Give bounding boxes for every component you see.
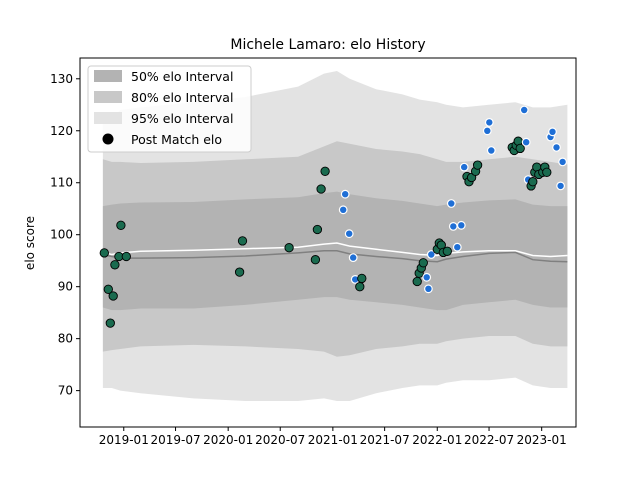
y-tick-label-5: 120 [50, 124, 73, 138]
post-match-point-36 [452, 242, 462, 252]
post-match-point-67 [558, 157, 567, 167]
x-tick-label-6: 2022-01 [412, 433, 462, 447]
x-tick-label-5: 2021-07 [360, 433, 410, 447]
y-tick-label-6: 130 [50, 72, 73, 86]
post-match-point-46 [486, 146, 496, 155]
post-match-point-53 [521, 137, 531, 147]
axes-frame [79, 57, 577, 428]
post-match-point-1 [103, 284, 113, 294]
post-match-point-62 [542, 167, 552, 177]
post-match-point-56 [528, 177, 538, 187]
post-match-point-43 [472, 160, 483, 170]
post-match-point-38 [459, 162, 469, 172]
post-match-point-10 [284, 243, 294, 253]
legend-label-80: 80% elo Interval [131, 90, 233, 105]
legend-label-95: 95% elo Interval [131, 111, 233, 126]
post-match-point-3 [108, 291, 118, 301]
lines-layer [102, 242, 568, 263]
post-match-point-35 [448, 221, 458, 231]
post-match-point-37 [456, 220, 466, 230]
legend-label-50: 50% elo Interval [131, 69, 233, 84]
y-tick-label-0: 70 [58, 384, 73, 398]
post-match-point-34 [446, 199, 456, 208]
post-match-point-15 [338, 205, 348, 215]
post-match-point-64 [548, 127, 557, 137]
x-tick-label-0: 2019-01 [99, 433, 149, 447]
post-match-point-21 [357, 273, 367, 284]
y-axis-label: elo score [23, 216, 37, 270]
legend-swatch-50 [94, 70, 122, 82]
y-tick-label-3: 100 [50, 228, 73, 242]
post-match-point-44 [482, 126, 492, 136]
median-elo-line [102, 250, 568, 263]
post-match-point-6 [116, 220, 126, 230]
legend-swatch-95 [94, 112, 122, 124]
legend-label-post-match: Post Match elo [131, 132, 222, 147]
legend: 50% elo Interval 80% elo Interval 95% el… [87, 65, 252, 153]
legend-marker-post-match [102, 133, 114, 145]
post-match-point-14 [320, 166, 330, 176]
post-match-point-13 [316, 184, 326, 194]
post-match-point-11 [310, 255, 321, 265]
post-match-point-16 [340, 189, 350, 199]
post-match-point-25 [418, 258, 428, 268]
x-tick-label-8: 2023-01 [517, 433, 567, 447]
bands-layer [102, 71, 568, 401]
post-match-point-7 [121, 251, 131, 262]
post-match-point-27 [424, 284, 433, 294]
y-tick-label-2: 90 [58, 280, 73, 294]
post-match-point-22 [412, 276, 422, 287]
mean-elo-line [102, 242, 568, 258]
post-match-point-8 [234, 267, 245, 277]
post-match-point-0 [99, 248, 109, 258]
post-match-point-65 [552, 142, 561, 152]
post-match-point-51 [515, 143, 525, 154]
chart-title: Michele Lamaro: elo History [230, 37, 425, 53]
x-tick-label-3: 2020-07 [255, 433, 305, 447]
post-match-point-26 [422, 272, 432, 282]
y-axis: 70 80 90 100 110 120 130 [50, 72, 80, 398]
points-layer [99, 105, 567, 328]
post-match-point-52 [519, 105, 529, 115]
post-match-point-9 [237, 236, 248, 246]
post-match-point-33 [442, 246, 452, 256]
x-tick-label-4: 2021-01 [308, 433, 358, 447]
legend-box [87, 65, 252, 153]
post-match-point-18 [348, 253, 358, 263]
post-match-point-20 [355, 282, 365, 292]
y-tick-label-4: 110 [50, 176, 73, 190]
y-tick-label-1: 80 [58, 332, 73, 346]
post-match-point-12 [312, 224, 323, 235]
x-tick-label-7: 2022-07 [464, 433, 514, 447]
x-axis: 2019-01 2019-07 2020-01 2020-07 2021-01 2021-… [99, 427, 567, 447]
post-match-point-66 [556, 181, 565, 191]
post-match-point-2 [105, 318, 115, 328]
post-match-point-17 [344, 229, 354, 239]
x-tick-label-2: 2020-01 [203, 433, 253, 447]
legend-swatch-80 [94, 91, 122, 103]
x-tick-label-1: 2019-07 [150, 433, 200, 447]
post-match-point-28 [426, 250, 436, 259]
post-match-point-4 [110, 260, 120, 270]
post-match-point-45 [484, 117, 494, 127]
